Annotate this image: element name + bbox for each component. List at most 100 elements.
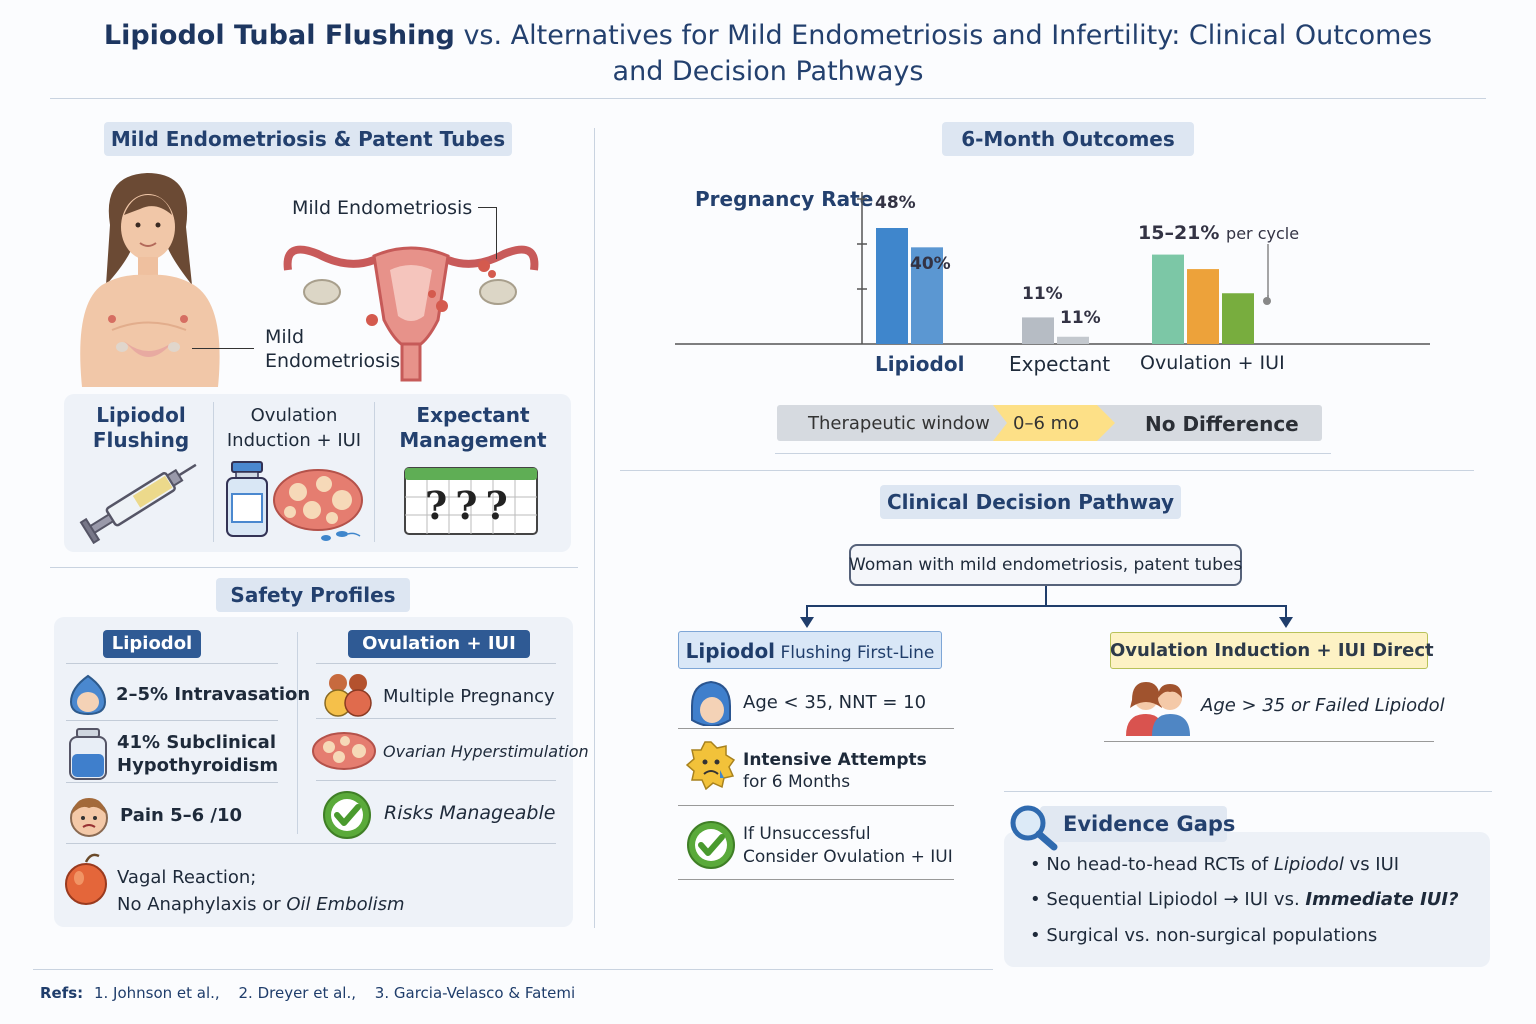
label-body-endometriosis: Mild Endometriosis [265, 325, 400, 373]
group-label-ovulation: Ovulation + IUI [1140, 352, 1285, 374]
column-divider [594, 128, 595, 928]
safety-lipiodol-header: Lipiodol [103, 630, 201, 658]
pointer-line-uterus-v [496, 207, 497, 259]
pathway-step-line [678, 728, 954, 729]
calendar-question-marks: ??? [425, 483, 516, 528]
safety-lipiodol-item-2-line1: 41% Subclinical [117, 732, 276, 753]
bar-expectant-1 [1022, 317, 1054, 344]
section-header-anatomy: Mild Endometriosis & Patent Tubes [104, 122, 512, 156]
safety-row-line [316, 663, 556, 664]
face-pain-icon [70, 798, 108, 837]
pathway-step-line [678, 879, 954, 880]
bar-label: 11% [1022, 284, 1063, 304]
pathway-right-text: Ovulation Induction + IUI Direct [1110, 640, 1434, 661]
twins-icon [324, 674, 372, 717]
window-result: No Difference [1145, 412, 1299, 436]
ref-item-2: 2. Dreyer et al., [238, 984, 357, 1002]
thyroid-bottle-icon [69, 728, 107, 780]
refs-divider [33, 969, 993, 970]
window-label: Therapeutic window [808, 413, 990, 434]
safety-lipiodol-item-3: Pain 5–6 /10 [120, 805, 243, 826]
evidence-item: • No head-to-head RCTs of Lipiodol vs IU… [1030, 854, 1400, 875]
safety-ovulation-header: Ovulation + IUI [348, 630, 530, 658]
pathway-left-text-a: Lipiodol [685, 639, 776, 663]
window-arrow-segment [993, 405, 1115, 441]
evidence-item-1b: Lipiodol [1273, 854, 1344, 875]
evidence-panel [1004, 832, 1490, 967]
medicine-vial-icon [226, 461, 268, 537]
options-divider-1 [213, 402, 214, 542]
evidence-item-1a: No head-to-head RCTs of [1046, 854, 1274, 875]
title-line2: and Decision Pathways [612, 56, 924, 87]
calendar-icon [404, 467, 538, 535]
option-ovulation-line1: Ovulation [250, 405, 338, 426]
safety-row-line [66, 843, 556, 844]
safety-footer-line2b: Oil Embolism [286, 894, 405, 915]
option-lipiodol-label: Lipiodol Flushing [68, 403, 214, 453]
refs-line: Refs: 1. Johnson et al., 2. Dreyer et al… [40, 984, 575, 1002]
pathway-step-2-line2: for 6 Months [743, 772, 851, 792]
evidence-item: • Sequential Lipiodol → IUI vs. Immediat… [1030, 889, 1459, 910]
pathway-step-2: Intensive Attempts for 6 Months [743, 749, 927, 793]
check-icon [687, 821, 735, 869]
bar-expectant-2 [1057, 336, 1089, 344]
label-body-line2: Endometriosis [265, 350, 401, 372]
pathway-left-text: Lipiodol Flushing First-Line [678, 639, 942, 663]
bar-label: 40% [910, 254, 951, 274]
title-bold: Lipiodol Tubal Flushing [103, 20, 455, 51]
section-header-safety: Safety Profiles [216, 578, 410, 612]
woman-figure [80, 173, 220, 387]
range-label: 15–21% per cycle [1138, 222, 1299, 244]
range-connector-dot [1263, 297, 1271, 305]
safety-column-divider [297, 632, 298, 834]
connector-left [806, 605, 808, 621]
safety-lipiodol-item-1: 2–5% Intravasation [116, 684, 311, 705]
check-icon [323, 791, 371, 839]
option-lipiodol-line2: Flushing [92, 428, 190, 452]
section-header-pathway: Clinical Decision Pathway [880, 485, 1181, 519]
connector-right [1285, 605, 1287, 621]
safety-row-line [66, 720, 278, 721]
range-suffix: per cycle [1226, 224, 1300, 243]
safety-footer-line2a: No Anaphylaxis or [117, 894, 287, 915]
evidence-item: • Surgical vs. non-surgical populations [1030, 925, 1378, 946]
label-uterus-endometriosis: Mild Endometriosis [292, 197, 473, 219]
evidence-item-2b: Immediate IUI? [1305, 889, 1459, 910]
evidence-divider [1004, 791, 1492, 792]
safety-footer: Vagal Reaction; No Anaphylaxis or Oil Em… [117, 864, 405, 918]
safety-ovulation-item-3: Risks Manageable [384, 802, 556, 824]
title-rest: vs. Alternatives for Mild Endometriosis … [454, 20, 1433, 51]
pathway-step-3: If Unsuccessful Consider Ovulation + IUI [743, 823, 953, 869]
group-label-expectant: Expectant [1009, 352, 1111, 376]
option-lipiodol-line1: Lipiodol [96, 403, 186, 427]
bar-label: 48% [875, 193, 916, 213]
person-icon [691, 680, 731, 726]
pathway-root-text: Woman with mild endometriosis, patent tu… [849, 555, 1243, 575]
connector-horizontal [806, 605, 1287, 607]
pathway-root-box [849, 544, 1242, 586]
pathway-step-2-line1: Intensive Attempts [743, 750, 927, 770]
pointer-line-body [192, 348, 254, 349]
evidence-header-bg [1040, 806, 1227, 842]
arrow-down-icon [1279, 617, 1293, 628]
bar-ovulation-iui-1 [1152, 254, 1184, 344]
pointer-line-uterus-h [478, 207, 496, 208]
bar-ovulation-iui-2 [1187, 269, 1219, 344]
range-value: 15–21% [1138, 222, 1220, 244]
bar-ovulation-iui-3 [1222, 293, 1254, 344]
options-divider-2 [374, 402, 375, 542]
magnifier-icon [1010, 805, 1058, 851]
pathway-step-3-line2: Consider Ovulation + IUI [743, 847, 953, 867]
safety-row-line [66, 782, 278, 783]
pathway-step-1: Age < 35, NNT = 10 [743, 692, 927, 713]
option-expectant-line2: Management [399, 428, 547, 452]
option-ovulation-label: Ovulation Induction + IUI [214, 403, 374, 453]
bar-lipiodol-1 [876, 228, 908, 344]
safety-row-line [316, 718, 556, 719]
chart-ylabel: Pregnancy Rate [695, 187, 874, 211]
title-divider [50, 98, 1486, 99]
safety-row-line [66, 663, 278, 664]
syringe-icon [79, 463, 197, 544]
ovary-follicle-icon [273, 469, 363, 541]
option-expectant-line1: Expectant [416, 403, 530, 427]
